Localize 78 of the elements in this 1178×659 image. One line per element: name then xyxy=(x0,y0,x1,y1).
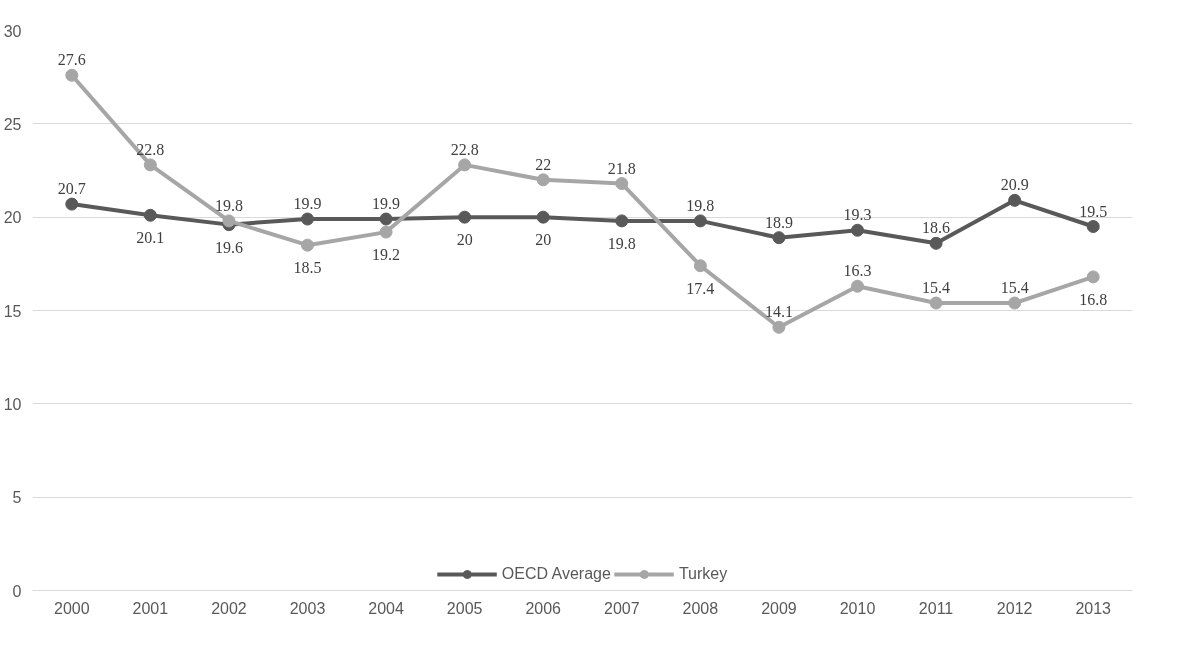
point xyxy=(143,158,157,172)
legend-label: OECD Average xyxy=(501,565,611,583)
data-label: 17.4 xyxy=(686,279,715,297)
data-label: 22.8 xyxy=(450,140,479,158)
point xyxy=(458,210,472,224)
x-tick-label: 2012 xyxy=(996,599,1033,617)
point xyxy=(615,177,629,191)
x-tick-label: 2008 xyxy=(682,599,719,617)
x-tick-label: 2002 xyxy=(211,599,247,617)
point xyxy=(379,225,393,239)
x-tick-label: 2013 xyxy=(1075,599,1112,617)
y-tick-label: 25 xyxy=(3,115,22,133)
x-tick-label: 2005 xyxy=(446,599,483,617)
point xyxy=(301,238,314,252)
x-tick-label: 2009 xyxy=(761,599,797,617)
data-label: 19.3 xyxy=(843,206,872,224)
x-tick-label: 2003 xyxy=(289,599,326,617)
data-label: 20.1 xyxy=(136,229,165,247)
point xyxy=(1008,193,1022,207)
point xyxy=(536,173,550,187)
data-label: 16.8 xyxy=(1079,290,1108,308)
data-label: 19.9 xyxy=(293,195,322,213)
data-label: 21.8 xyxy=(607,159,636,177)
point xyxy=(851,279,864,293)
point xyxy=(929,236,943,250)
data-label: 22 xyxy=(535,155,552,173)
x-tick-label: 2011 xyxy=(918,599,954,617)
y-tick-label: 20 xyxy=(3,209,22,227)
point xyxy=(143,208,157,222)
point xyxy=(536,210,550,224)
point xyxy=(1086,220,1100,233)
y-tick-label: 5 xyxy=(12,489,22,507)
point xyxy=(65,197,79,211)
point xyxy=(929,296,943,310)
data-label: 19.9 xyxy=(372,195,401,213)
point xyxy=(615,214,629,228)
data-label: 20.7 xyxy=(57,180,86,198)
data-label: 14.1 xyxy=(764,303,793,321)
point xyxy=(222,214,236,228)
y-tick-label: 10 xyxy=(3,395,22,413)
data-label: 20 xyxy=(456,231,473,249)
point xyxy=(772,320,786,334)
point xyxy=(1008,296,1022,310)
x-tick-label: 2001 xyxy=(132,599,169,617)
data-label: 19.2 xyxy=(372,246,401,264)
x-tick-label: 2000 xyxy=(53,599,90,617)
point xyxy=(458,158,472,172)
data-label: 19.5 xyxy=(1079,202,1108,220)
y-tick-label: 30 xyxy=(3,22,22,40)
y-tick-label: 0 xyxy=(12,582,22,600)
x-tick-label: 2007 xyxy=(603,599,640,617)
point xyxy=(65,68,79,82)
data-label: 19.8 xyxy=(607,234,636,252)
data-label: 16.3 xyxy=(843,262,872,280)
data-label: 20 xyxy=(535,231,552,249)
data-label: 18.6 xyxy=(922,219,951,237)
point xyxy=(772,231,786,245)
data-label: 20.9 xyxy=(1000,176,1029,194)
point xyxy=(851,223,864,237)
x-tick-label: 2010 xyxy=(839,599,876,617)
point xyxy=(1086,270,1100,284)
data-label: 15.4 xyxy=(1000,279,1029,297)
point xyxy=(693,259,707,273)
point xyxy=(301,212,314,226)
x-tick-label: 2006 xyxy=(525,599,562,617)
data-label: 18.5 xyxy=(293,259,322,277)
legend-label: Turkey xyxy=(678,565,728,583)
data-label: 19.8 xyxy=(686,196,715,214)
y-tick-label: 15 xyxy=(3,302,22,320)
point xyxy=(693,214,707,228)
data-label: 18.9 xyxy=(764,213,793,231)
point xyxy=(379,212,393,226)
data-label: 27.6 xyxy=(57,51,86,69)
data-label: 19.8 xyxy=(214,196,243,214)
data-label: 22.8 xyxy=(136,140,165,158)
data-label: 15.4 xyxy=(922,279,951,297)
data-label: 19.6 xyxy=(214,238,243,256)
x-tick-label: 2004 xyxy=(368,599,404,617)
